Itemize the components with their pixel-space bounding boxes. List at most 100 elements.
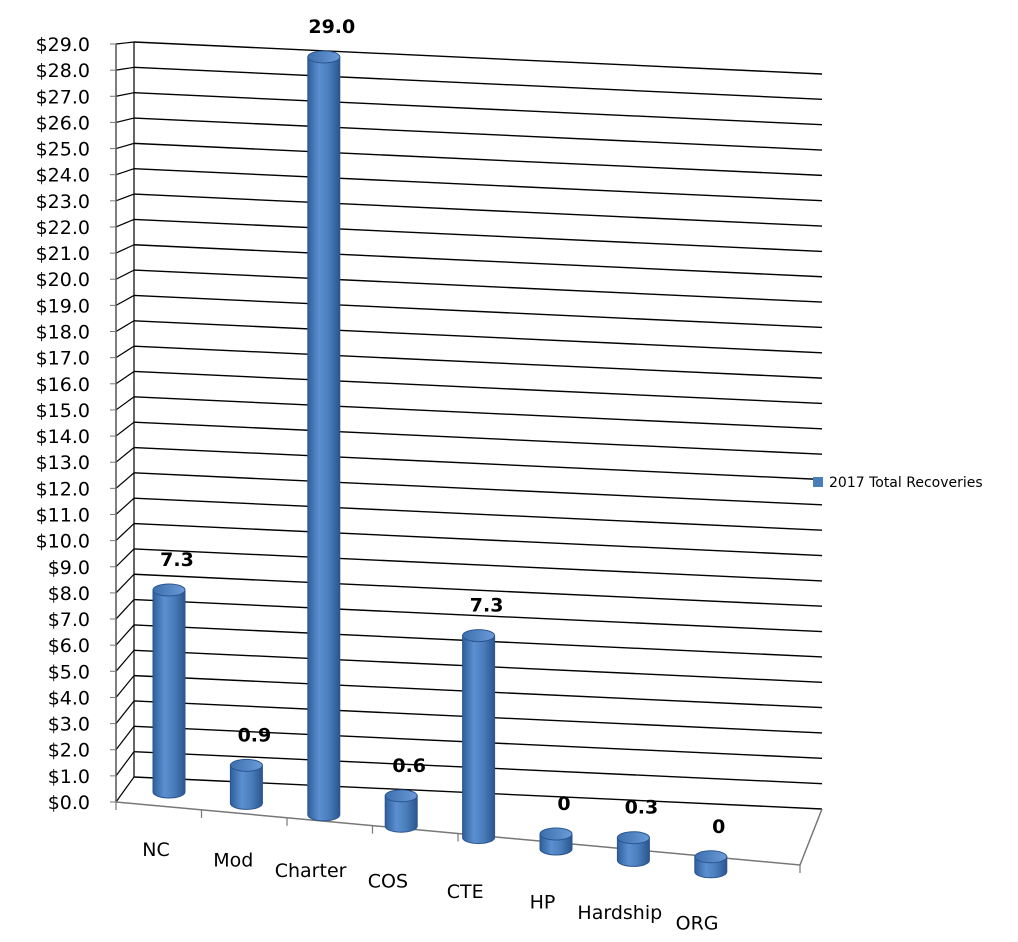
data-label: 7.3 [160,549,194,571]
side-wall-gridline [115,396,135,411]
gridline [133,598,823,633]
gridline [133,168,823,202]
legend: 2017 Total Recoveries [813,475,983,491]
gridline [133,497,823,531]
bar [539,827,573,856]
gridline [133,244,823,278]
side-wall-gridline [115,573,135,594]
gridline [133,320,823,354]
gridline [133,396,823,430]
legend-label: 2017 Total Recoveries [829,475,983,491]
gridline [133,573,823,607]
x-category-label: Hardship [577,902,662,924]
y-tick-label: $1.0 [48,766,90,788]
bar [152,583,186,799]
x-category-label: CTE [447,881,484,903]
bar-cap [152,583,186,597]
bar [307,50,341,822]
y-tick-label: $19.0 [36,295,90,317]
x-category-label: Mod [213,850,253,872]
y-tick-label: $14.0 [36,426,90,448]
y-tick-label: $23.0 [36,191,90,213]
gridline [133,218,823,253]
side-wall-gridline [115,447,135,463]
y-tick-label: $6.0 [48,635,90,657]
x-category-label: COS [368,871,408,893]
side-wall-gridline [115,142,135,150]
y-tick-label: $5.0 [48,661,90,683]
side-wall-gridline [115,218,135,228]
bar-cap [462,629,496,643]
y-axis-tick-labels: $0.0 $1.0 $2.0 $3.0 $4.0 $5.0 $6.0 $7.0 $8.0 $9.0… [36,34,90,814]
side-wall-gridline [115,649,135,672]
bar-cap [229,758,263,772]
y-tick-label: $11.0 [36,504,90,526]
bar [462,629,496,845]
y-tick-label: $12.0 [36,478,90,500]
x-axis-category-labels: NC Mod Charter COS CTE HP Hardship ORG [142,839,718,935]
data-label: 0 [712,816,725,838]
side-wall-gridline [115,269,135,280]
data-label: 7.3 [470,595,504,617]
axes [110,42,823,873]
y-tick-label: $24.0 [36,165,90,187]
gridline [133,446,823,481]
bar-cap [539,827,573,841]
data-label: 0 [557,793,570,815]
gridline [133,91,823,126]
data-label: 0.3 [625,797,659,819]
side-wall-gridline [115,751,135,777]
side-wall-gridline [115,320,135,333]
y-tick-label: $13.0 [36,452,90,474]
side-wall-gridline [115,92,135,97]
bar-body [307,56,341,822]
bar [229,758,263,810]
gridline [133,117,823,151]
side-wall-gridline [115,472,135,489]
side-wall-gridline [115,497,135,515]
x-category-label: ORG [676,913,719,935]
bar-body [462,635,496,845]
gridline [133,345,823,379]
side-wall-gridline [115,294,135,306]
y-tick-label: $0.0 [48,792,90,814]
side-wall-gridline [115,523,135,542]
y-tick-label: $2.0 [48,740,90,762]
side-wall-gridline [115,370,135,385]
y-tick-label: $27.0 [36,86,90,108]
side-wall-gridline [115,168,135,176]
side-wall-gridline [115,66,135,71]
gridline [133,548,823,582]
x-category-label: HP [530,892,556,914]
gridline [133,421,823,455]
data-labels: 7.3 0.9 29.0 0.6 7.3 0 0.3 0 [160,16,725,838]
y-tick-label: $7.0 [48,609,90,631]
y-tick-label: $15.0 [36,400,90,422]
data-label: 0.9 [238,724,272,746]
data-label: 0.6 [392,755,426,777]
y-tick-label: $21.0 [36,243,90,265]
y-tick-label: $16.0 [36,374,90,396]
y-tick-label: $17.0 [36,348,90,370]
bar [694,850,728,879]
gridline [133,193,823,227]
y-tick-label: $22.0 [36,217,90,239]
bar-body [152,589,186,799]
gridline [133,41,823,75]
gridline [133,522,823,557]
data-label: 29.0 [308,16,355,38]
y-tick-label: $20.0 [36,269,90,291]
side-wall-gridline [115,700,135,724]
y-tick-label: $18.0 [36,322,90,344]
x-category-label: Charter [275,860,347,882]
gridline [133,269,823,303]
side-wall-gridline [115,41,135,45]
side-wall-gridline [115,345,135,359]
y-tick-label: $10.0 [36,531,90,553]
y-tick-label: $26.0 [36,112,90,134]
gridline [133,66,823,101]
side-wall-gridline [115,548,135,568]
bar [384,789,418,833]
